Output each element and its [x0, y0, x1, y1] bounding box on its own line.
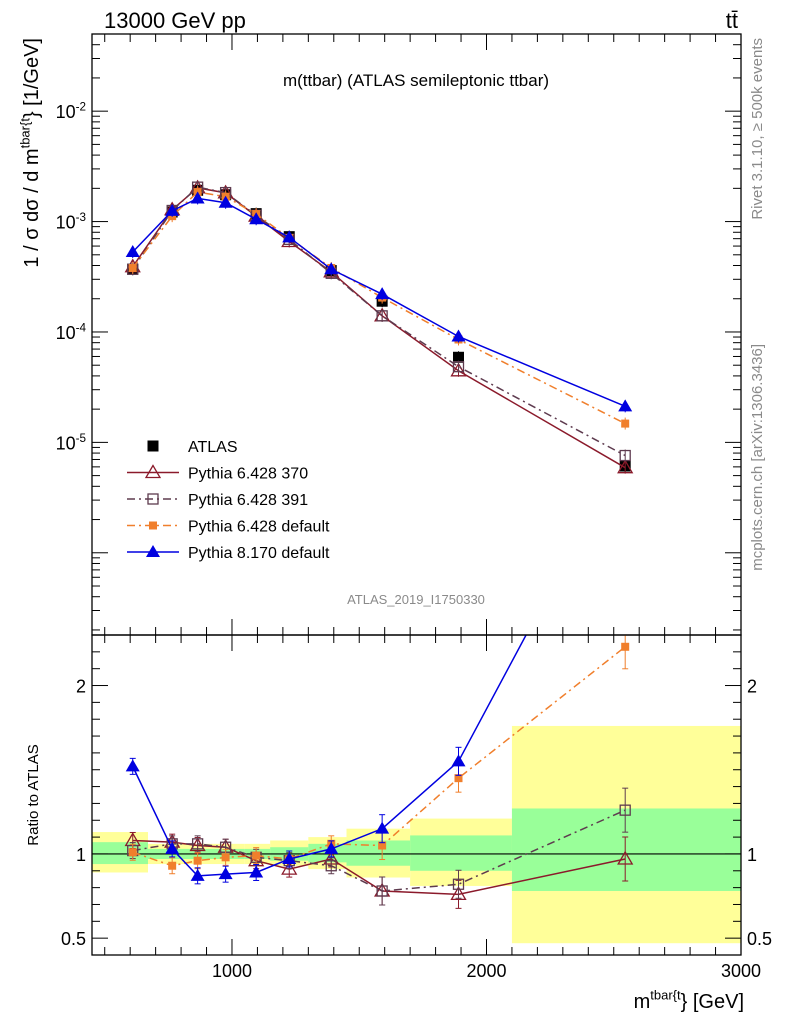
y-tick-label: 10-4	[56, 321, 87, 343]
point-pythia-8-170-default	[618, 399, 633, 412]
ratio-point-pythia-6-428-370	[450, 886, 467, 901]
point-pythia-6-428-default	[128, 263, 137, 272]
ratio-tick-label-left: 1	[76, 845, 86, 865]
ratio-point-pythia-8-170-default	[190, 868, 205, 881]
ratio-tick-label-left: 2	[76, 677, 86, 697]
point-atlas	[452, 351, 464, 363]
ratio-point-pythia-6-428-391	[452, 878, 465, 890]
legend-marker-atlas	[147, 440, 159, 452]
ratio-tick-label-right: 2	[747, 677, 757, 697]
legend-marker-pythia-6-428-default	[149, 521, 157, 530]
point-pythia-8-170-default	[125, 245, 140, 258]
ratio-point-pythia-8-170-default	[451, 754, 466, 767]
point-pythia-8-170-default	[324, 262, 339, 275]
ratio-point-pythia-8-170-default	[125, 759, 140, 772]
ratio-axis-title: Ratio to ATLAS	[25, 744, 42, 845]
ratio-point-pythia-6-428-default	[128, 848, 137, 857]
legend-marker-pythia-6-428-391	[147, 493, 159, 505]
ratio-point-pythia-8-170-default	[218, 867, 233, 880]
ratio-point-pythia-6-428-370	[617, 850, 634, 865]
uncertainty-band-inner	[511, 808, 741, 891]
ratio-point-pythia-6-428-391	[619, 804, 631, 816]
x-tick-label: 1000	[212, 961, 252, 981]
ratio-plot-area	[92, 635, 741, 944]
header-left: 13000 GeV pp	[104, 8, 246, 33]
header-right: tt̄	[726, 8, 738, 33]
plot-title: m(ttbar) (ATLAS semileptonic ttbar)	[283, 71, 549, 90]
y-tick-label: 10-2	[56, 101, 86, 123]
main-plot-axes: 10-2 10-3 10-4 10-5	[56, 33, 742, 635]
series-line-pythia-6-428-391	[132, 186, 626, 457]
ratio-tick-label-right: 1	[747, 845, 757, 865]
main-plot: 10-2 10-3 10-4 10-5 m(ttbar) (ATLAS semilep…	[56, 33, 742, 636]
ratio-line-pythia-8-170-default	[132, 635, 527, 877]
legend-marker-pythia-8-170-default	[146, 545, 160, 557]
point-pythia-6-428-391	[452, 361, 465, 373]
ratio-point-pythia-6-428-default	[193, 856, 202, 865]
point-pythia-6-428-default	[621, 419, 630, 428]
ratio-plot-axes: 1000 2000 3000 0.5 0.5 1 1 2 2	[61, 634, 772, 981]
ratio-point-pythia-6-428-370	[281, 860, 298, 875]
point-pythia-8-170-default	[249, 212, 264, 225]
point-pythia-6-428-391	[619, 449, 631, 462]
point-pythia-8-170-default	[218, 195, 233, 208]
ratio-point-pythia-6-428-391	[325, 860, 337, 872]
legend-label-pythia-6-428-391: Pythia 6.428 391	[188, 492, 308, 509]
ratio-plot-frame	[91, 634, 742, 956]
analysis-watermark: ATLAS_2019_I1750330	[347, 592, 485, 607]
ratio-point-pythia-8-170-default	[249, 865, 264, 878]
main-plot-area	[124, 179, 634, 474]
ratio-tick-label-right: 0.5	[747, 929, 772, 949]
ratio-plot: 1000 2000 3000 0.5 0.5 1 1 2 2	[61, 634, 772, 981]
ratio-point-pythia-8-170-default	[282, 852, 297, 864]
point-pythia-8-170-default	[165, 203, 180, 216]
point-pythia-8-170-default	[282, 230, 297, 243]
point-pythia-8-170-default	[190, 191, 205, 204]
legend-label-pythia-8-170-default: Pythia 8.170 default	[188, 545, 330, 562]
ratio-point-pythia-8-170-default	[165, 841, 180, 854]
ratio-point-pythia-6-428-default	[168, 861, 177, 870]
ratio-point-pythia-6-428-default	[454, 774, 463, 783]
series-line-pythia-8-170-default	[132, 197, 626, 408]
uncertainty-band-inner	[410, 835, 512, 871]
ratio-point-pythia-6-428-default	[221, 853, 230, 862]
legend: ATLAS Pythia 6.428 370 Pythia 6.428 391 Pyt…	[127, 439, 330, 562]
ratio-point-pythia-8-170-default	[324, 841, 339, 854]
point-pythia-6-428-370	[617, 459, 634, 474]
ratio-point-pythia-6-428-default	[252, 851, 261, 860]
point-pythia-8-170-default	[451, 329, 466, 342]
x-tick-label: 3000	[721, 961, 761, 981]
ratio-point-pythia-6-428-391	[376, 885, 388, 897]
ratio-point-pythia-6-428-default	[621, 642, 630, 651]
rivet-label: Rivet 3.1.10, ≥ 500k events	[749, 38, 766, 220]
series-line-pythia-6-428-default	[132, 191, 626, 425]
ratio-point-pythia-6-428-391	[191, 838, 204, 850]
x-axis-title: mtbar{t} [GeV]	[634, 988, 744, 1013]
point-pythia-8-170-default	[375, 287, 390, 300]
point-pythia-6-428-391	[376, 310, 388, 322]
y-axis-title: 1 / σ dσ / d mtbar{t} [1/GeV]	[18, 38, 43, 268]
ratio-tick-label-left: 0.5	[61, 929, 86, 949]
mcplots-label: mcplots.cern.ch [arXiv:1306.3436]	[749, 344, 766, 571]
legend-label-pythia-6-428-370: Pythia 6.428 370	[188, 466, 308, 483]
point-pythia-6-428-370	[450, 362, 467, 377]
legend-label-atlas: ATLAS	[188, 439, 238, 456]
ratio-point-pythia-6-428-default	[378, 841, 387, 850]
y-tick-label: 10-3	[56, 211, 86, 233]
ratio-point-pythia-8-170-default	[375, 821, 390, 834]
legend-marker-pythia-6-428-370	[144, 464, 162, 479]
ratio-line-pythia-6-428-370	[132, 839, 626, 896]
x-tick-label: 2000	[466, 961, 506, 981]
series-line-pythia-6-428-370	[132, 187, 626, 469]
legend-label-pythia-6-428-default: Pythia 6.428 default	[188, 519, 330, 536]
y-tick-label: 10-5	[56, 432, 87, 454]
